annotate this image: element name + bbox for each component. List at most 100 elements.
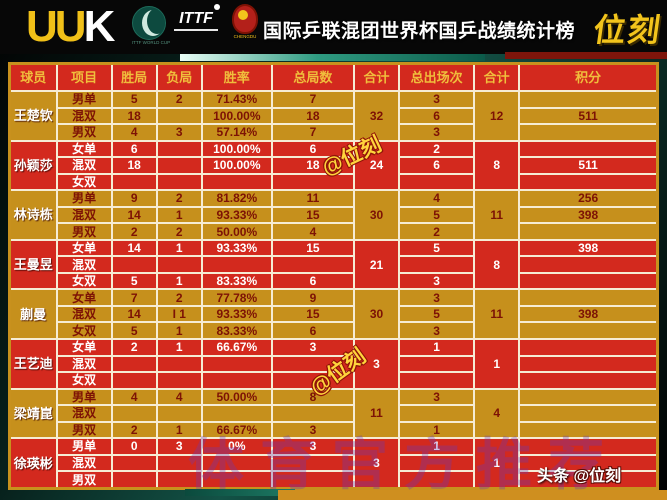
- losses-cell: [155, 106, 203, 126]
- column-header-9: 积分: [518, 62, 659, 92]
- appearances-cell: 1: [398, 437, 476, 456]
- points-cell: [518, 123, 659, 142]
- wins-cell: 7: [110, 288, 158, 307]
- winrate-cell: [200, 354, 273, 374]
- winrate-cell: 0%: [200, 437, 273, 456]
- appearances-cell: [398, 255, 476, 274]
- column-header-7: 总出场次: [398, 62, 476, 92]
- world-cup-caption: ITTF WORLD CUP: [131, 40, 171, 46]
- appearances-cell: 6: [398, 156, 476, 175]
- sets-cell: 3: [270, 337, 355, 357]
- appearances-cell: 2: [398, 222, 476, 241]
- points-cell: [518, 371, 659, 390]
- losses-cell: [155, 371, 203, 390]
- wins-cell: 14: [110, 205, 158, 225]
- losses-cell: [155, 470, 203, 490]
- event-cell: 男双: [55, 420, 113, 440]
- losses-cell: 1: [155, 271, 203, 291]
- player-name-cell: 梁靖崑: [8, 387, 58, 440]
- sets-cell: 11: [270, 189, 355, 208]
- wins-cell: [110, 255, 158, 274]
- stats-table: 球员 项目 胜局 负局 胜率 总局数 合计 总出场次 合计 积分 王楚钦 男单 5 2 71.43% 7 32…: [8, 62, 659, 490]
- sets-total-cell: 30: [352, 288, 401, 340]
- table-row: 男双 2 1 66.67% 3 1: [10, 420, 659, 440]
- appearances-cell: [398, 470, 476, 490]
- wins-cell: 5: [110, 271, 158, 291]
- sets-total-cell: 21: [352, 238, 401, 291]
- losses-cell: [155, 172, 203, 192]
- teal-accent-bar-bottom: [185, 489, 295, 496]
- event-cell: 混双: [55, 304, 113, 324]
- appearances-cell: 5: [398, 304, 476, 324]
- appearances-cell: [398, 453, 476, 473]
- wins-cell: [110, 404, 158, 423]
- winrate-cell: 100.00%: [200, 106, 273, 126]
- winrate-cell: 57.14%: [200, 123, 273, 142]
- wins-cell: 9: [110, 189, 158, 208]
- table-row: 孙颖莎 女单 6 100.00% 6 24 2 8: [8, 139, 659, 192]
- source-label: 头条: [537, 468, 570, 485]
- losses-cell: [155, 139, 203, 159]
- winrate-cell: [200, 404, 273, 423]
- points-cell: [518, 172, 659, 192]
- table-row: 混双 18 100.00% 18 6 511: [10, 106, 659, 126]
- table-row: 混双: [10, 354, 659, 374]
- appearances-total-cell: 8: [473, 238, 521, 291]
- event-cell: 女双: [55, 371, 113, 390]
- wins-cell: 14: [110, 238, 158, 258]
- sets-cell: [270, 172, 355, 192]
- wins-cell: 14: [110, 304, 158, 324]
- header-row: 球员 项目 胜局 负局 胜率 总局数 合计 总出场次 合计 积分: [8, 62, 659, 92]
- table-row: 混双: [10, 453, 659, 473]
- wins-cell: [110, 354, 158, 374]
- wins-cell: 5: [110, 90, 158, 109]
- appearances-cell: 3: [398, 321, 476, 340]
- points-cell: [518, 288, 659, 307]
- losses-cell: 4: [155, 387, 203, 407]
- table-row: 混双: [10, 255, 659, 274]
- column-header-5: 总局数: [270, 62, 355, 92]
- winrate-cell: 50.00%: [200, 387, 273, 407]
- event-cell: 男单: [55, 437, 113, 456]
- table-row: 徐瑛彬 男单 0 3 0% 3 3 1 1: [8, 437, 659, 490]
- winrate-cell: 100.00%: [200, 139, 273, 159]
- appearances-cell: 3: [398, 288, 476, 307]
- player-name-cell: 蒯曼: [8, 288, 58, 340]
- losses-cell: I 1: [155, 304, 203, 324]
- sets-total-cell: 3: [352, 337, 401, 390]
- column-header-6: 合计: [352, 62, 401, 92]
- table-row: 男双: [10, 470, 659, 490]
- points-cell: [518, 354, 659, 374]
- losses-cell: [155, 354, 203, 374]
- event-cell: 男单: [55, 387, 113, 407]
- sets-cell: 18: [270, 106, 355, 126]
- event-cell: 女单: [55, 238, 113, 258]
- table-row: 女双 5 1 83.33% 6 3: [10, 321, 659, 340]
- appearances-cell: [398, 404, 476, 423]
- appearances-cell: [398, 354, 476, 374]
- appearances-cell: 5: [398, 238, 476, 258]
- points-cell: [518, 271, 659, 291]
- sets-cell: [270, 404, 355, 423]
- page-title: 国际乒联混团世界杯国乒战绩统计榜: [263, 21, 576, 42]
- winrate-cell: 93.33%: [200, 304, 273, 324]
- points-cell: 398: [518, 238, 659, 258]
- ittf-text: ITTF: [174, 10, 218, 31]
- chengdu-emblem-icon: [232, 4, 258, 34]
- points-cell: [518, 404, 659, 423]
- losses-cell: [155, 453, 203, 473]
- sets-cell: [270, 453, 355, 473]
- top-banner: UUK ITTF WORLD CUP ITTF CHENGDU 国际乒联混团世界…: [0, 0, 667, 54]
- losses-cell: 3: [155, 123, 203, 142]
- table-row: 混双 18 100.00% 18 6 511: [10, 156, 659, 175]
- source-handle: @位刻: [573, 468, 622, 485]
- points-cell: 256: [518, 189, 659, 208]
- winrate-cell: [200, 172, 273, 192]
- appearances-cell: 3: [398, 387, 476, 407]
- losses-cell: 2: [155, 189, 203, 208]
- player-name-cell: 王楚钦: [8, 90, 58, 142]
- sets-total-cell: 24: [352, 139, 401, 192]
- sets-total-cell: 30: [352, 189, 401, 241]
- table-row: 男双 2 2 50.00% 4 2: [10, 222, 659, 241]
- wins-cell: 2: [110, 222, 158, 241]
